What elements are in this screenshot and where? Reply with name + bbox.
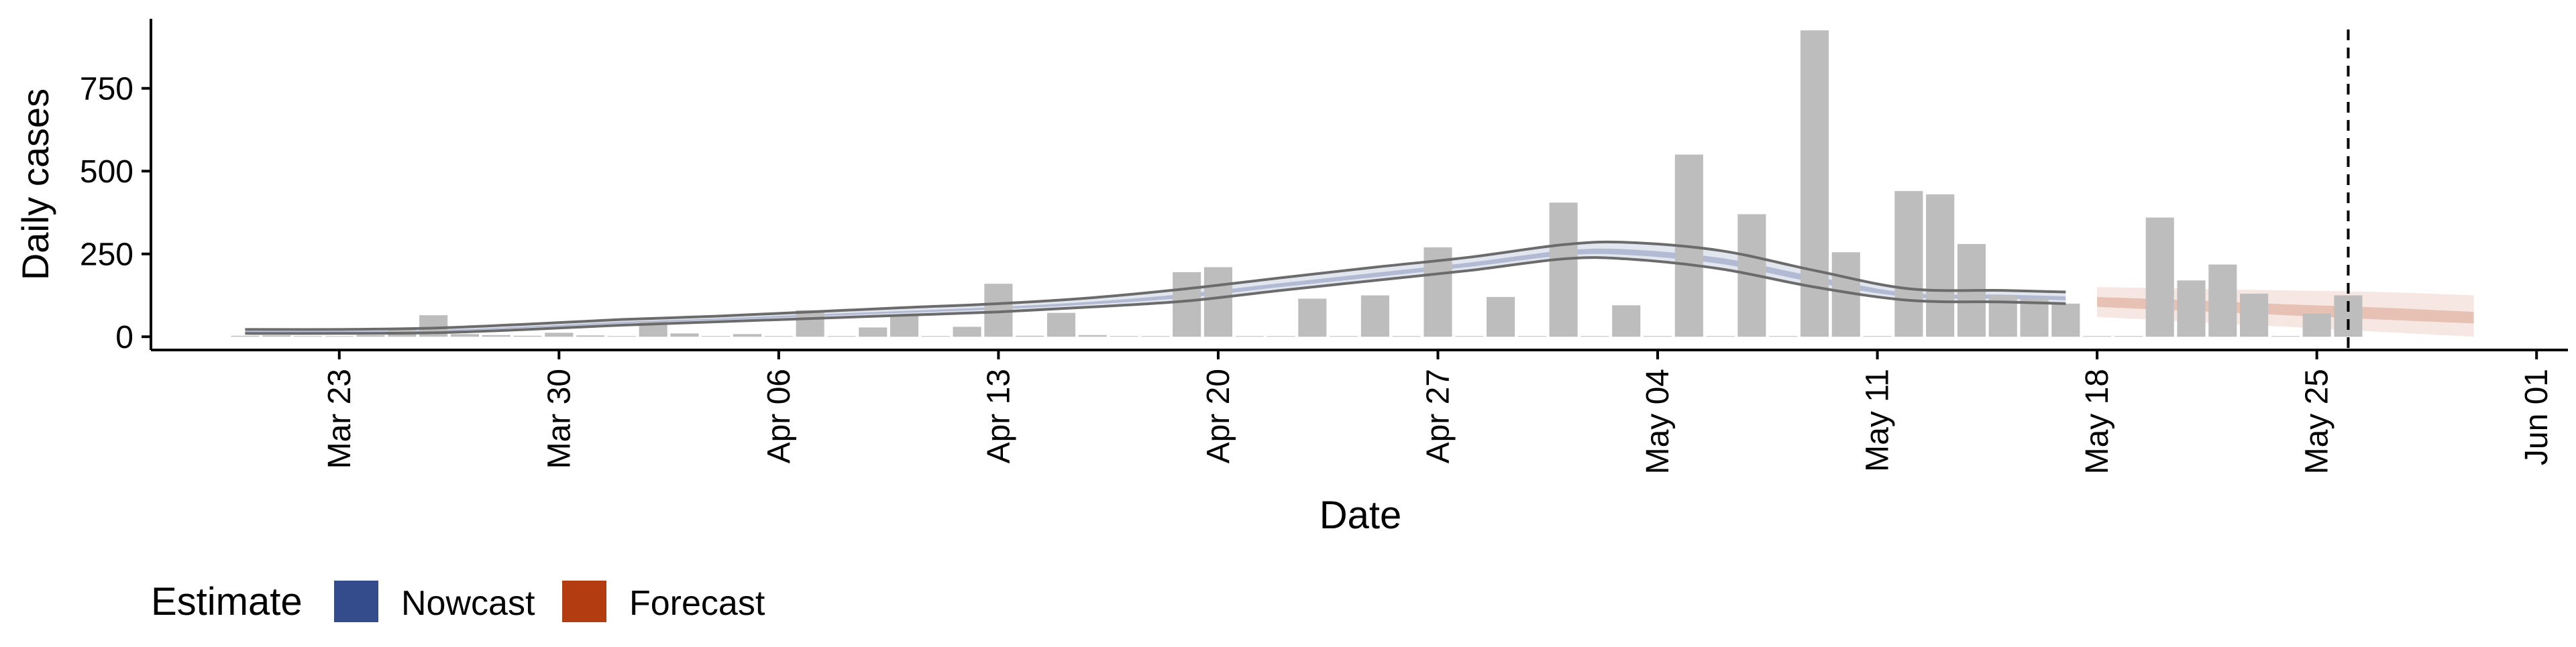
bar	[765, 336, 793, 337]
bar	[859, 327, 887, 337]
bar	[1487, 297, 1515, 337]
bar	[294, 336, 322, 337]
bar	[827, 336, 855, 337]
bar	[733, 334, 761, 337]
bar	[1361, 295, 1389, 337]
legend-label-nowcast: Nowcast	[401, 584, 535, 623]
y-tick-label: 500	[80, 154, 133, 190]
bar	[2051, 304, 2080, 337]
x-axis-label: Date	[1320, 493, 1402, 537]
bar	[1644, 336, 1672, 337]
bar	[451, 334, 479, 337]
legend-title: Estimate	[151, 580, 303, 624]
legend-label-forecast: Forecast	[629, 584, 765, 623]
bar	[1580, 336, 1609, 337]
bar	[1141, 336, 1169, 337]
bar	[2083, 336, 2111, 337]
bar	[1298, 298, 1326, 337]
bar	[1393, 336, 1421, 337]
bar	[922, 336, 950, 337]
axes-group: 0 250 500 750 Mar 23 Mar 30 Apr 06 Apr 13 Apr 20…	[80, 19, 2568, 474]
legend-swatch-nowcast	[334, 581, 378, 622]
bar	[1267, 336, 1295, 337]
nowcast-band-inner	[245, 249, 2065, 333]
bar	[231, 336, 259, 337]
bar	[1518, 336, 1546, 337]
y-tick-label: 750	[80, 72, 133, 107]
bar	[1016, 336, 1044, 337]
y-tick-label: 0	[115, 320, 133, 355]
x-tick-label: Apr 20	[1201, 369, 1236, 463]
bar	[1079, 335, 1107, 337]
bar	[702, 336, 730, 337]
bar	[482, 335, 511, 337]
bar	[1550, 202, 1578, 337]
bar	[1330, 336, 1358, 337]
bar	[1801, 30, 1829, 337]
x-tick-label: Mar 23	[322, 369, 358, 469]
bar	[608, 336, 636, 337]
bar	[1204, 268, 1232, 337]
x-tick-label: Apr 06	[761, 369, 797, 463]
bar	[2177, 280, 2205, 337]
bar	[2146, 217, 2174, 337]
y-tick-label: 250	[80, 237, 133, 273]
bar	[670, 333, 698, 337]
bar	[796, 310, 824, 337]
bar	[1047, 313, 1075, 337]
x-tick-label: Apr 27	[1420, 369, 1456, 463]
x-tick-label: May 11	[1860, 369, 1896, 472]
x-tick-label: May 18	[2080, 369, 2115, 474]
bar	[576, 335, 604, 337]
bar	[1236, 336, 1264, 337]
x-tick-label: Jun 01	[2519, 369, 2555, 465]
bar	[1894, 191, 1923, 337]
band-outlines	[245, 30, 2348, 350]
bar	[2271, 336, 2300, 337]
bar	[356, 335, 384, 337]
x-tick-label: May 04	[1640, 369, 1676, 474]
bar	[1455, 336, 1483, 337]
legend-swatch-forecast	[562, 581, 606, 622]
bar	[1864, 336, 1892, 337]
bar	[513, 336, 541, 337]
bar	[1612, 305, 1640, 337]
bar	[953, 327, 981, 337]
bar	[1769, 336, 1797, 337]
x-tick-label: Apr 13	[981, 369, 1016, 463]
bar	[890, 315, 918, 337]
bar	[2303, 314, 2331, 337]
bar	[1173, 272, 1201, 337]
y-axis-label: Daily cases	[14, 89, 56, 280]
nowcast-band-outer	[245, 242, 2065, 334]
bar	[262, 335, 290, 337]
bar	[2208, 265, 2237, 337]
bar	[325, 336, 354, 337]
legend: Estimate Nowcast Forecast	[151, 580, 765, 624]
bar	[2114, 336, 2143, 337]
bar	[1707, 336, 1735, 337]
x-tick-label: Mar 30	[541, 369, 577, 469]
nowcast-upper-line	[245, 242, 2065, 330]
bar	[1110, 336, 1138, 337]
bar	[1926, 194, 1954, 337]
bar	[545, 333, 573, 337]
x-tick-label: May 25	[2300, 369, 2335, 474]
bar	[2240, 294, 2268, 337]
